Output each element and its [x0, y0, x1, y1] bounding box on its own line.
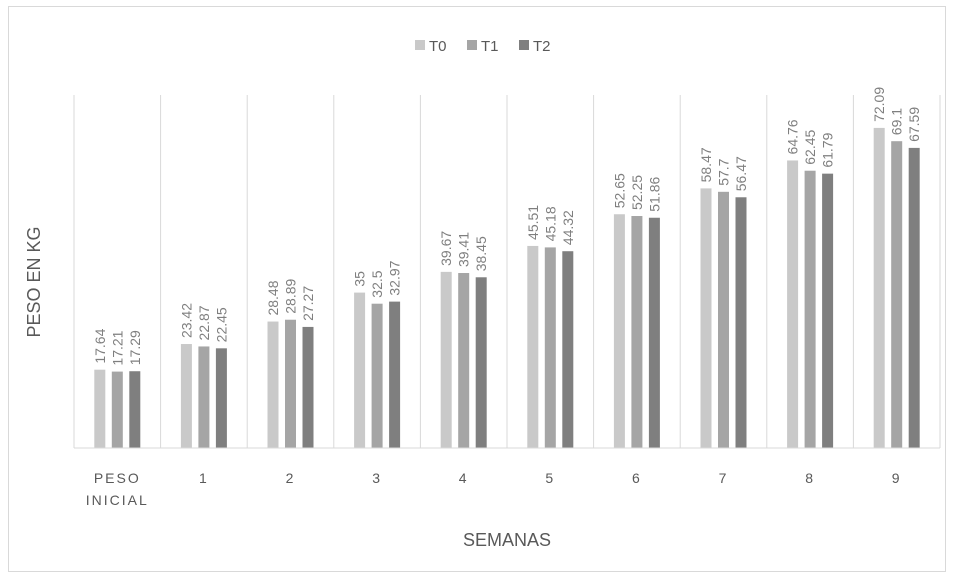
- bar: [475, 277, 487, 448]
- bar: [562, 251, 574, 448]
- data-label: 52.65: [611, 173, 627, 208]
- x-tick-label: 5: [545, 470, 555, 486]
- bars: [94, 127, 920, 449]
- bar: [527, 245, 539, 448]
- bar: [631, 216, 643, 448]
- data-label: 69.1: [889, 108, 905, 135]
- legend-swatch: [415, 40, 425, 50]
- data-label: 67.59: [906, 107, 922, 142]
- data-label: 32.5: [369, 270, 385, 297]
- bar: [804, 170, 816, 449]
- data-label: 64.76: [785, 119, 801, 154]
- bar: [648, 217, 660, 448]
- data-label: 58.47: [698, 147, 714, 182]
- bar: [718, 191, 729, 448]
- data-label: 72.09: [871, 87, 887, 122]
- x-tick-label: 7: [719, 470, 729, 486]
- bar: [111, 371, 123, 448]
- bar: [267, 321, 279, 448]
- bar: [822, 173, 834, 448]
- data-label: 61.79: [820, 132, 836, 167]
- data-label: 62.45: [802, 129, 818, 164]
- bar: [198, 346, 210, 448]
- x-tick-label: INICIAL: [86, 492, 149, 508]
- data-label: 17.29: [127, 330, 143, 365]
- x-tick-label: 4: [459, 470, 469, 486]
- data-label: 32.97: [387, 260, 403, 295]
- bar: [129, 371, 141, 448]
- data-label: 17.21: [109, 330, 125, 365]
- bar: [908, 147, 920, 449]
- bar: [700, 188, 712, 449]
- x-tick-label: 1: [199, 470, 209, 486]
- x-tick-label: 2: [286, 470, 296, 486]
- x-tick-label: PESO: [94, 470, 141, 486]
- bar: [302, 326, 314, 448]
- bar: [285, 319, 296, 448]
- legend-swatch: [467, 40, 477, 50]
- legend: T0 T1 T2: [415, 38, 551, 55]
- bar: [215, 348, 227, 448]
- x-tick-label: 3: [372, 470, 382, 486]
- data-label: 35: [352, 271, 368, 287]
- legend-label: T2: [533, 38, 551, 55]
- data-label: 17.64: [92, 328, 108, 363]
- legend-label: T0: [429, 38, 447, 55]
- data-label: 38.45: [473, 236, 489, 271]
- bar: [94, 369, 106, 448]
- y-axis-title: PESO EN KG: [24, 226, 44, 337]
- data-labels: 17.64 17.21 17.29 23.42 22.87 22.45 28.48 28.89…: [92, 87, 922, 366]
- data-label: 44.32: [560, 210, 576, 245]
- bar: [389, 301, 401, 448]
- bar: [180, 344, 192, 448]
- data-label: 28.89: [283, 278, 299, 313]
- data-label: 28.48: [265, 280, 281, 315]
- bar: [787, 160, 799, 448]
- data-label: 45.18: [542, 206, 558, 241]
- bar: [371, 303, 383, 448]
- bar: [613, 214, 625, 448]
- bar: [440, 271, 452, 448]
- x-tick-label: 8: [805, 470, 815, 486]
- data-label: 51.86: [646, 176, 662, 211]
- data-label: 39.67: [438, 231, 454, 266]
- x-tick-label: 9: [892, 470, 902, 486]
- data-label: 52.25: [629, 175, 645, 210]
- data-label: 22.87: [196, 305, 212, 340]
- x-tick-label: 6: [632, 470, 642, 486]
- bar: [458, 273, 470, 448]
- legend-swatch: [519, 40, 529, 50]
- data-label: 57.7: [716, 158, 732, 185]
- bar: [873, 127, 885, 448]
- data-label: 39.41: [456, 232, 472, 267]
- bar: [354, 292, 366, 448]
- data-label: 22.45: [213, 307, 229, 342]
- legend-label: T1: [481, 38, 499, 55]
- bar: [544, 247, 556, 448]
- x-tick-labels: PESO INICIAL 1 2 3 4 5 6 7 8 9: [86, 470, 902, 508]
- x-axis-title: SEMANAS: [463, 530, 551, 550]
- data-label: 27.27: [300, 286, 316, 321]
- data-label: 56.47: [733, 156, 749, 191]
- bar: [735, 197, 747, 448]
- data-label: 23.42: [178, 303, 194, 338]
- bar: [891, 141, 903, 449]
- data-label: 45.51: [525, 205, 541, 240]
- grid-lines: [73, 95, 941, 448]
